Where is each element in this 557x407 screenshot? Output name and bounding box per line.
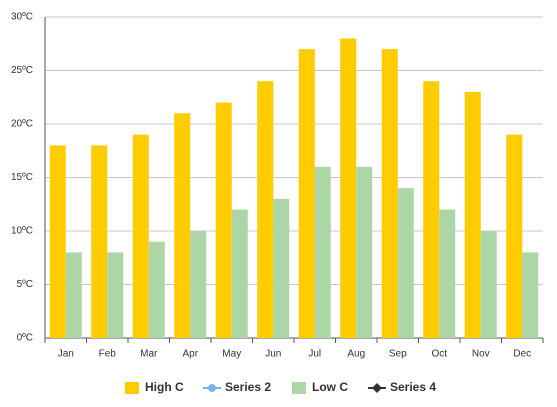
- x-tick-label: Mar: [140, 349, 158, 360]
- x-tick-label: Jul: [308, 349, 321, 360]
- legend-marker: [208, 384, 216, 392]
- legend-swatch: [125, 382, 139, 394]
- bar: [423, 81, 440, 338]
- y-tick-label: 20ºC: [11, 119, 33, 130]
- x-tick-label: Dec: [513, 349, 531, 360]
- bar: [397, 188, 414, 338]
- y-tick-label: 0ºC: [17, 333, 33, 344]
- bar: [314, 166, 331, 338]
- bar: [91, 145, 108, 338]
- x-tick-label: Apr: [182, 349, 198, 360]
- bar: [273, 198, 290, 338]
- legend-label: Series 4: [390, 380, 436, 394]
- bar: [65, 252, 82, 338]
- x-tick-label: Feb: [99, 349, 117, 360]
- x-tick-label: Oct: [431, 349, 447, 360]
- bar: [522, 252, 539, 338]
- y-tick-label: 10ºC: [11, 226, 33, 237]
- bar: [439, 209, 456, 338]
- bar: [298, 49, 315, 338]
- bar: [215, 102, 232, 338]
- legend-label: Low C: [312, 380, 348, 394]
- bar: [174, 113, 191, 338]
- bar: [231, 209, 248, 338]
- bar: [257, 81, 274, 338]
- y-tick-label: 5ºC: [17, 279, 33, 290]
- bar: [340, 38, 357, 339]
- y-tick-label: 15ºC: [11, 172, 33, 183]
- x-tick-label: Aug: [347, 349, 365, 360]
- y-tick-label: 30ºC: [11, 12, 33, 23]
- legend-label: High C: [145, 380, 184, 394]
- bar: [464, 91, 481, 339]
- x-tick-label: Jan: [58, 349, 74, 360]
- bar: [381, 49, 398, 338]
- legend-swatch: [292, 382, 306, 394]
- bar: [506, 134, 523, 338]
- x-tick-label: May: [222, 349, 241, 360]
- bar: [190, 231, 207, 338]
- bar: [480, 231, 497, 338]
- bar: [148, 241, 165, 338]
- bar: [356, 166, 373, 338]
- legend-label: Series 2: [225, 380, 271, 394]
- bar: [132, 134, 149, 338]
- bar: [49, 145, 66, 338]
- x-tick-label: Jun: [265, 349, 281, 360]
- bar: [107, 252, 124, 338]
- x-tick-label: Sep: [389, 349, 407, 360]
- y-tick-label: 25ºC: [11, 65, 33, 76]
- x-tick-label: Nov: [472, 349, 490, 360]
- legend-marker: [372, 383, 382, 393]
